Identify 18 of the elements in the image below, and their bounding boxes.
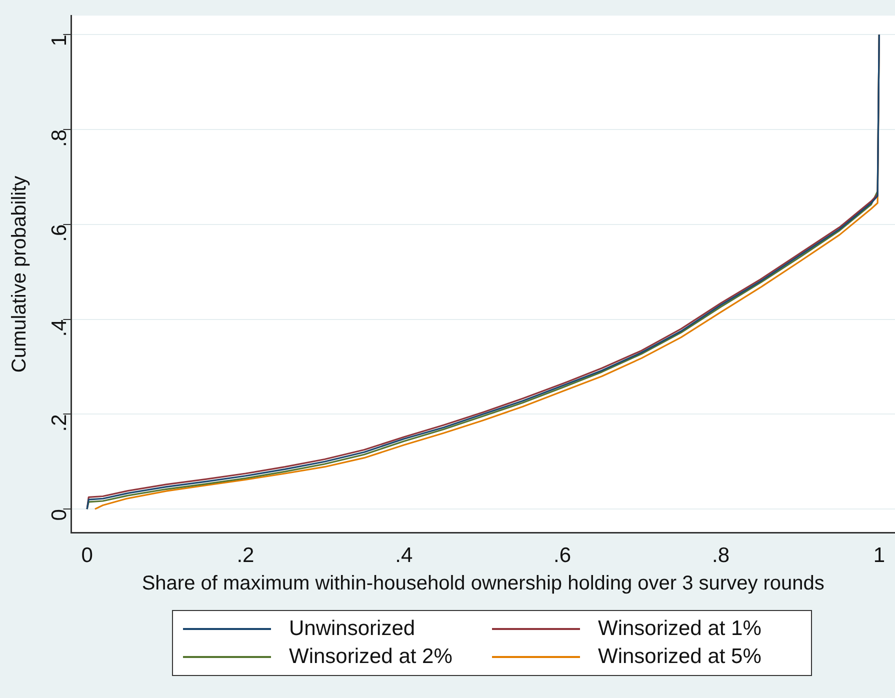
y-tick-label: .6 — [48, 224, 71, 242]
legend-label: Unwinsorized — [289, 617, 416, 641]
x-tick-label: .4 — [395, 544, 413, 568]
x-tick-label: 1 — [873, 544, 885, 568]
y-tick-label: .4 — [48, 318, 71, 337]
y-tick-label: 1 — [48, 34, 71, 46]
legend-label: Winsorized at 1% — [598, 617, 762, 641]
legend-label: Winsorized at 5% — [598, 645, 762, 669]
x-tick-label: 0 — [81, 544, 93, 568]
legend-label: Winsorized at 2% — [289, 645, 452, 669]
y-tick-label: 0 — [48, 509, 71, 521]
x-axis-title: Share of maximum within-household ownership holding over 3 survey rounds — [142, 572, 824, 595]
x-tick-label: .6 — [554, 544, 572, 568]
x-tick-label: .2 — [236, 544, 254, 568]
y-tick-label: .8 — [48, 129, 71, 147]
x-tick-label: .8 — [712, 544, 730, 568]
y-tick-label: .2 — [48, 414, 71, 432]
y-axis-title: Cumulative probability — [8, 176, 31, 373]
